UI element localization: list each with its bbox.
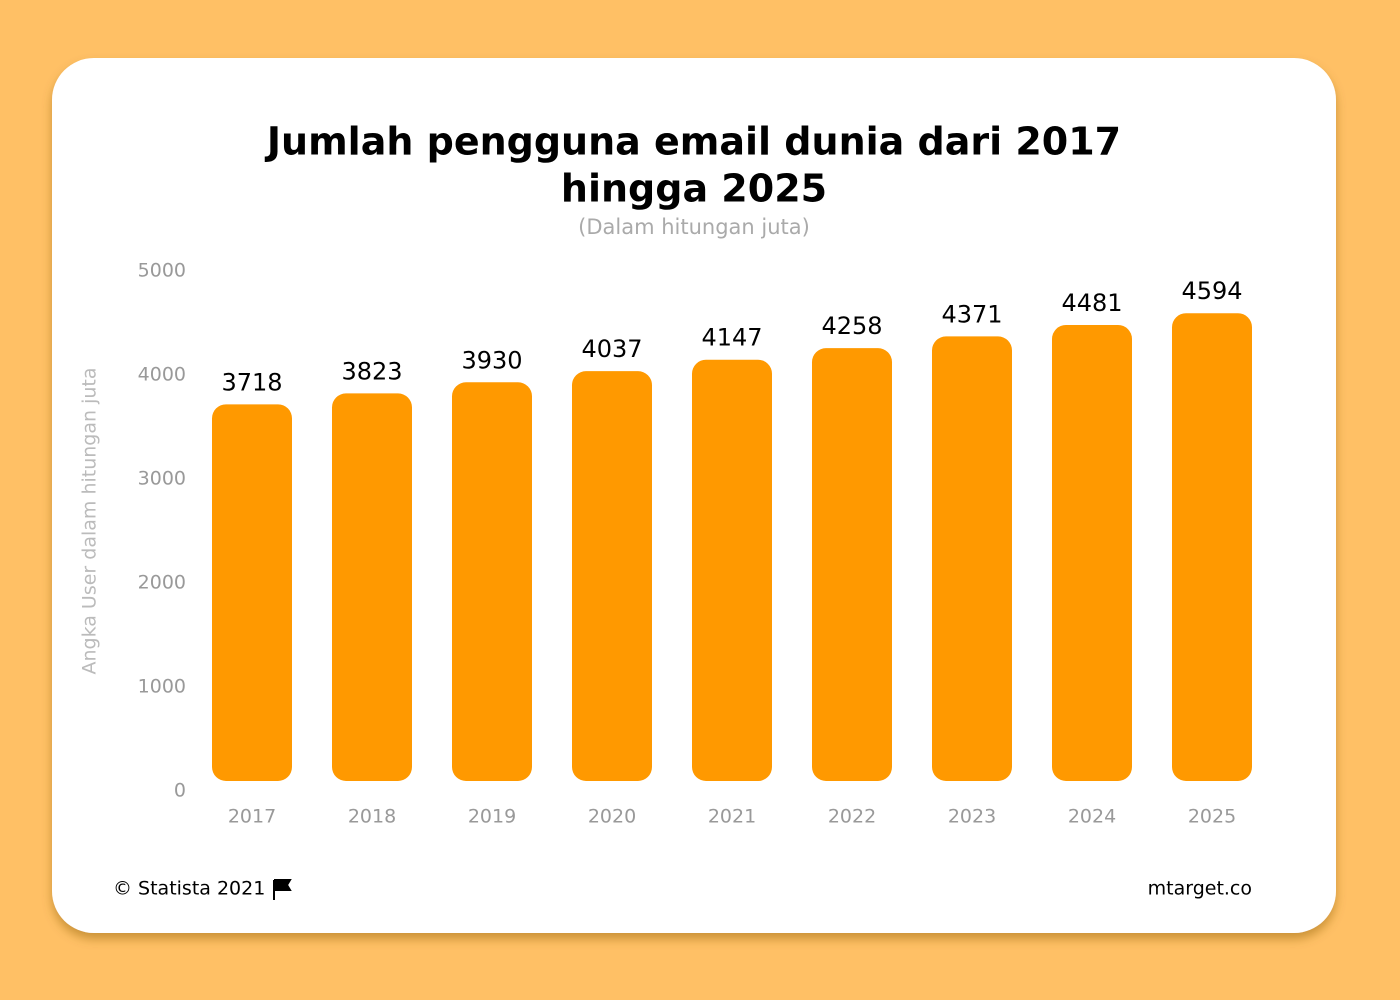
x-tick-label: 2018 xyxy=(348,806,396,828)
bar xyxy=(332,393,412,781)
x-tick-label: 2025 xyxy=(1188,806,1236,828)
y-axis-label: Angka User dalam hitungan juta xyxy=(79,367,101,674)
y-tick-label: 4000 xyxy=(138,364,186,386)
value-label: 4371 xyxy=(941,300,1002,328)
x-tick-label: 2022 xyxy=(828,806,876,828)
bar xyxy=(452,382,532,781)
chart-title: Jumlah pengguna email dunia dari 2017 xyxy=(264,120,1121,164)
value-label: 4037 xyxy=(581,335,642,363)
flag-icon xyxy=(273,879,292,900)
value-label: 3823 xyxy=(341,357,402,385)
x-tick-label: 2020 xyxy=(588,806,636,828)
y-tick-label: 1000 xyxy=(138,676,186,698)
bar xyxy=(212,404,292,781)
bar xyxy=(692,359,772,781)
bar xyxy=(1052,324,1132,781)
value-label: 4594 xyxy=(1181,277,1242,305)
y-tick-label: 0 xyxy=(174,780,186,802)
credit: mtarget.co xyxy=(1148,878,1252,900)
source: © Statista 2021 xyxy=(113,878,265,900)
value-label: 3718 xyxy=(221,368,282,396)
value-label: 4147 xyxy=(701,324,762,352)
x-tick-label: 2021 xyxy=(708,806,756,828)
y-tick-label: 5000 xyxy=(138,260,186,282)
y-tick-label: 2000 xyxy=(138,572,186,594)
bar xyxy=(1172,313,1252,781)
chart-subtitle: (Dalam hitungan juta) xyxy=(578,215,810,239)
x-tick-label: 2017 xyxy=(228,806,276,828)
bar xyxy=(572,371,652,781)
bar xyxy=(812,348,892,781)
x-tick-label: 2023 xyxy=(948,806,996,828)
x-tick-label: 2024 xyxy=(1068,806,1116,828)
value-label: 3930 xyxy=(461,346,522,374)
x-tick-label: 2019 xyxy=(468,806,516,828)
y-tick-label: 3000 xyxy=(138,468,186,490)
chart-title: hingga 2025 xyxy=(561,167,827,211)
bar xyxy=(932,336,1012,781)
value-label: 4258 xyxy=(821,312,882,340)
value-label: 4481 xyxy=(1061,289,1122,317)
